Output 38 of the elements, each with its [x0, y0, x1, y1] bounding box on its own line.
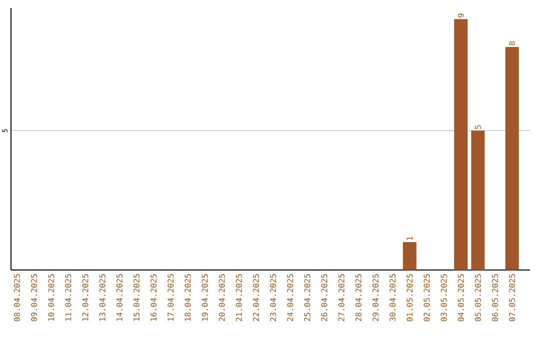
data-label: 5 — [474, 125, 481, 129]
x-tick-label: 30.04.2025 — [390, 274, 396, 322]
x-tick-label: 12.04.2025 — [82, 274, 88, 321]
x-tick-label: 28.04.2025 — [355, 274, 362, 322]
x-tick-label: 23.04.2025 — [270, 274, 276, 322]
x-tick-label: 18.04.2025 — [184, 274, 191, 321]
x-tick-label: 15.04.2025 — [133, 274, 140, 321]
x-tick-label: 06.05.2025 — [492, 274, 498, 322]
data-label: 8 — [509, 42, 516, 46]
x-tick-label: 22.04.2025 — [252, 274, 260, 322]
x-tick-label: 02.05.2025 — [424, 274, 430, 322]
bar — [402, 242, 416, 270]
x-tick-label: 17.04.2025 — [168, 274, 174, 321]
x-tick-label: 09.04.2025 — [31, 274, 38, 322]
bar — [471, 130, 485, 270]
x-tick-label: 26.04.2025 — [321, 274, 328, 322]
data-label: 9 — [458, 14, 464, 18]
x-tick-label: 24.04.2025 — [287, 274, 294, 322]
bar — [454, 19, 468, 270]
x-tick-label: 25.04.2025 — [304, 274, 310, 322]
x-tick-label: 01.05.2025 — [406, 274, 413, 322]
x-tick-label: 05.05.2025 — [474, 274, 481, 322]
x-tick-label: 11.04.2025 — [65, 274, 72, 321]
x-tick-label: 08.04.2025 — [14, 274, 20, 322]
x-tick-label: 07.05.2025 — [509, 274, 516, 322]
x-tick-label: 19.04.2025 — [202, 274, 208, 321]
x-tick-label: 03.05.2025 — [440, 274, 447, 322]
x-tick-label: 29.04.2025 — [372, 274, 379, 322]
data-label: 1 — [406, 236, 413, 240]
x-tick-label: 27.04.2025 — [338, 274, 344, 322]
x-tick-label: 14.04.2025 — [116, 274, 122, 321]
x-tick-label: 21.04.2025 — [236, 274, 242, 322]
x-tick-label: 16.04.2025 — [150, 274, 157, 321]
x-tick-label: 20.04.2025 — [218, 274, 225, 322]
bar — [505, 47, 519, 270]
x-tick-label: 04.05.2025 — [458, 274, 464, 322]
x-tick-label: 13.04.2025 — [99, 274, 106, 321]
x-tick-label: 10.04.2025 — [48, 274, 54, 321]
